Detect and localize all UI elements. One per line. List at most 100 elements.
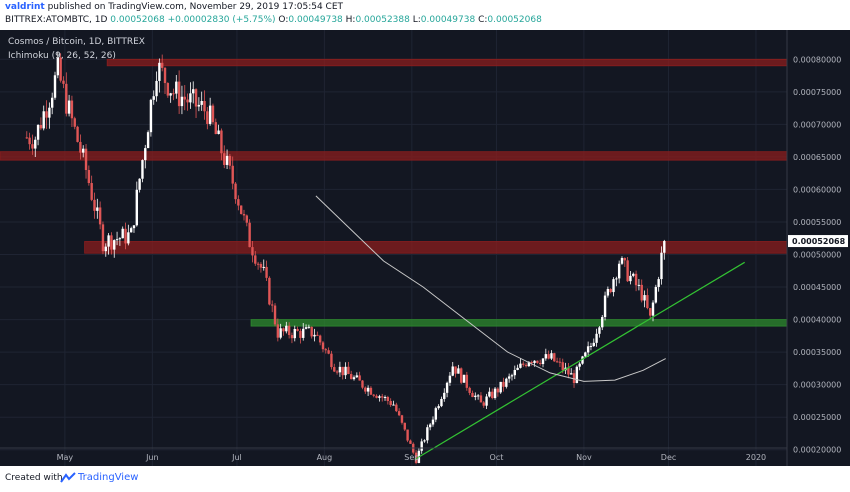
candle-body [584,352,587,357]
candle-body [245,215,249,223]
candle-body [242,214,246,216]
candle-body [76,126,79,142]
candle-body [180,96,184,107]
published-text: published on TradingView.com, November 2… [47,2,344,12]
candle-body [567,367,570,375]
y-tick-label: 0.00030000 [793,381,841,390]
candle-body [200,100,203,105]
candle-body [660,252,663,280]
candle-body [395,404,398,412]
candle-body [118,238,122,240]
candle-body [530,362,533,364]
moving-average-line [315,195,666,382]
candle-body [282,328,285,332]
candle-body [25,137,28,139]
candle-body [39,124,43,129]
candle-body [225,155,229,165]
c-label: C: [478,15,488,25]
candle-body [392,404,395,406]
candle-body [127,232,130,244]
candle-body [217,130,220,135]
x-tick-label: Nov [576,453,592,462]
candle-body [389,401,392,406]
y-tick-label: 0.00075000 [793,88,841,97]
candle-body [445,382,449,393]
candle-body [93,199,96,211]
candle-body [124,228,127,244]
candle-body [28,137,31,145]
candle-body [248,222,251,248]
candle-body [471,392,474,398]
candle-body [330,353,333,368]
candle-body [364,387,367,392]
tradingview-brand[interactable]: TradingView [78,472,139,483]
candle-body [381,396,384,398]
candle-body [265,266,268,278]
candle-body [409,440,412,444]
price-chart[interactable]: 0.00080000 0.00075000 0.00070000 0.00065000… [0,30,850,466]
candle-body [646,295,649,309]
x-tick-label: Oct [490,453,504,462]
candle-body [414,452,418,463]
candle-body [268,277,271,305]
candle-body [550,353,553,359]
candle-body [149,99,153,133]
chart-area[interactable]: 0.00080000 0.00075000 0.00070000 0.00065000… [0,30,850,466]
candle-body [287,325,291,336]
candle-body [476,395,480,397]
candle-body [581,356,584,364]
candle-body [459,368,463,383]
candle-body [121,228,124,239]
candle-body [335,371,339,373]
candle-body [254,255,257,264]
candle-body [349,374,353,380]
h-label: H: [345,15,356,25]
candle-body [166,83,170,96]
candle-body [434,408,438,420]
resistance-zone [84,241,788,254]
candle-body [208,105,212,124]
candle-body [285,325,288,332]
candle-body [632,273,635,276]
h-value: 0.00052388 [355,15,410,25]
x-tick-label: Dec [661,453,676,462]
candle-body [620,258,624,264]
author-link[interactable]: valdrint [5,2,45,12]
candle-body [141,160,144,179]
candle-body [454,366,457,374]
candle-body [603,295,607,318]
candle-body [510,375,514,377]
candle-body [369,387,373,395]
candle-body [307,326,311,328]
candle-body [73,118,76,127]
axes: 0.00080000 0.00075000 0.00070000 0.00065000… [0,30,850,466]
candle-body [310,326,313,337]
y-tick-label: 0.00040000 [793,316,841,325]
candle-body [448,375,452,383]
y-tick-label: 0.00020000 [793,446,841,455]
candle-body [327,350,330,354]
candle-body [177,81,181,107]
candle-body [293,328,296,339]
last-price-tag [788,235,848,248]
candle-body [375,395,378,398]
close-readout: 0.00052068 [110,15,165,25]
candle-body [643,295,646,301]
candle-body [45,111,48,118]
x-tick-label: Jun [145,453,159,462]
candle-body [344,366,347,376]
candle-body [189,93,192,103]
candle-body [601,317,604,328]
candle-body [304,327,308,329]
candle-body [538,362,542,365]
candle-body [48,107,51,118]
candle-body [228,155,232,166]
candle-body [318,335,322,343]
candle-body [474,395,477,398]
candle-body [648,308,652,316]
candle-body [595,333,598,343]
candle-body [192,89,195,94]
candle-body [558,361,562,363]
candle-body [615,278,618,280]
candle-body [553,353,556,362]
